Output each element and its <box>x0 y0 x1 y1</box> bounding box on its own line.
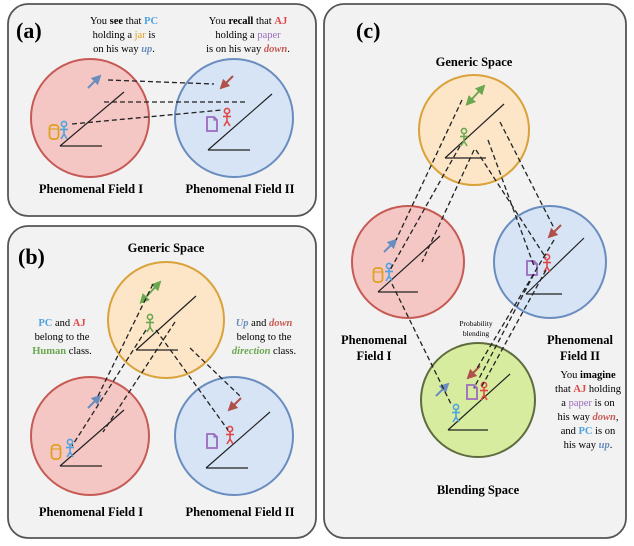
mapping-line <box>475 239 555 371</box>
field1-label-line2: Field I <box>356 349 391 363</box>
down-arrow-icon <box>219 75 234 90</box>
mapping-line <box>71 329 147 447</box>
up-arrow-icon <box>435 382 450 397</box>
direction-text-line3: direction class. <box>232 346 296 357</box>
blending-circle <box>420 342 536 458</box>
panel-a: (a) You see that PC holding a jar is on … <box>7 3 317 217</box>
mapping-line <box>499 121 555 229</box>
mapping-line <box>421 149 475 263</box>
probability-label-line2: blending <box>463 329 489 338</box>
recall-text-line2: holding a paper <box>215 30 281 41</box>
human-text-line1: PC and AJ <box>38 318 85 329</box>
panel-b: (b) Generic Space PC and AJ belong to th… <box>7 225 317 539</box>
recall-text-line3: is on his way down. <box>206 44 290 55</box>
mapping-line <box>487 139 535 267</box>
generic-circle <box>107 261 225 379</box>
field1-circle <box>351 205 465 319</box>
blending-space-label: Blending Space <box>437 483 520 497</box>
imagine-text-line2: that AJ holding <box>555 384 622 395</box>
panel-c: (c) Generic Space <box>323 3 627 539</box>
down-arrow-icon <box>227 397 242 412</box>
slope-line <box>59 409 125 467</box>
field1-circle <box>30 376 150 496</box>
panel-c-frame <box>323 3 627 539</box>
mapping-line <box>395 99 463 241</box>
imagine-text-line4: his way down, <box>558 412 619 423</box>
panel-a-letter: (a) <box>16 18 42 43</box>
field2-circle <box>174 58 294 178</box>
slope-line <box>444 103 505 159</box>
slope-line <box>205 411 271 469</box>
mapping-line <box>189 347 241 397</box>
direction-text-line1: Up and down <box>236 318 293 329</box>
generic-space-label: Generic Space <box>436 55 513 69</box>
field2-circle <box>174 376 294 496</box>
direction-text-line2: belong to the <box>237 332 292 343</box>
field1-label-line1: Phenomenal <box>341 333 408 347</box>
probability-label-line1: Probability <box>459 319 493 328</box>
down-arrow-icon <box>547 224 562 239</box>
see-text-line2: holding a jar is <box>93 30 156 41</box>
imagine-text-line3: a paper is on <box>561 398 615 409</box>
field2-label: Phenomenal Field II <box>185 182 294 196</box>
slope-line <box>135 295 197 351</box>
see-text-line1: You see that PC <box>90 16 158 27</box>
imagine-text-line1: You imagine <box>560 370 616 381</box>
up-arrow-icon <box>87 394 102 409</box>
generic-space-label: Generic Space <box>128 241 205 255</box>
mapping-line <box>473 273 535 389</box>
down-arrow-icon <box>466 365 481 380</box>
see-text-line3: on his way up. <box>93 44 155 55</box>
mapping-line <box>481 269 547 387</box>
imagine-text-line5: and PC is on <box>561 426 616 437</box>
field2-label: Phenomenal Field II <box>185 505 294 519</box>
panel-b-letter: (b) <box>18 244 45 269</box>
direction-arrow-icon <box>465 84 486 106</box>
slope-line <box>59 91 125 147</box>
imagine-text-line6: his way up. <box>564 440 613 451</box>
recall-text-line1: You recall that AJ <box>209 16 287 27</box>
human-text-line2: belong to the <box>35 332 90 343</box>
generic-circle <box>418 74 530 186</box>
mapping-line <box>97 283 154 397</box>
up-arrow-icon <box>87 74 102 89</box>
field1-circle <box>30 58 150 178</box>
up-arrow-icon <box>383 238 398 253</box>
human-text-line3: Human class. <box>32 346 92 357</box>
field2-label-line2: Field II <box>560 349 600 363</box>
mapping-line <box>391 283 453 407</box>
mapping-line <box>71 109 223 125</box>
field1-label: Phenomenal Field I <box>39 182 143 196</box>
field1-label: Phenomenal Field I <box>39 505 143 519</box>
mapping-line <box>107 79 215 85</box>
slope-line <box>525 237 585 295</box>
mapping-line <box>102 321 176 433</box>
panel-c-letter: (c) <box>356 18 380 43</box>
field2-label-line1: Phenomenal <box>547 333 614 347</box>
slope-line <box>207 93 273 151</box>
mapping-line <box>155 329 229 431</box>
